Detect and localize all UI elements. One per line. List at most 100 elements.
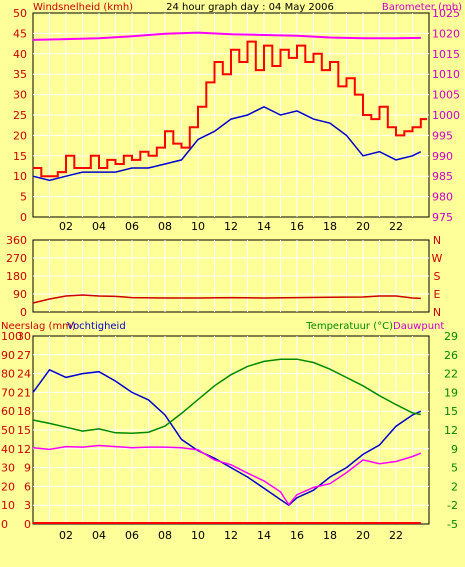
wind-y-tick-label: 45 — [13, 27, 27, 40]
wind-y-tick-label: 25 — [13, 109, 27, 122]
x-tick-label: 10 — [191, 220, 205, 233]
x-tick-label: 18 — [323, 220, 337, 233]
humidity-y-tick-label: 24 — [17, 368, 31, 381]
rain-y-tick-label: 50 — [1, 424, 15, 437]
barometer-y-tick-label: 1015 — [432, 48, 460, 61]
x-tick-label: 16 — [290, 529, 304, 542]
humidity-y-tick-label: 12 — [17, 443, 31, 456]
x-tick-label: 04 — [92, 529, 106, 542]
x-tick-label: 14 — [257, 529, 271, 542]
compass-tick-label: N — [433, 306, 441, 319]
barometer-y-tick-label: 980 — [432, 191, 453, 204]
wind-y-tick-label: 0 — [20, 211, 27, 224]
chart-title: 24 hour graph day : 04 May 2006 — [166, 2, 334, 13]
x-tick-label: 22 — [389, 529, 403, 542]
direction-y-tick-label: 360 — [6, 234, 27, 247]
wind-direction-series — [32, 294, 421, 304]
wind-axis-label: Windsnelheid (kmh) — [33, 2, 133, 13]
dewpoint-axis-label: Dauwpunt — [393, 321, 444, 332]
x-tick-label: 14 — [257, 220, 271, 233]
humidity-y-tick-label: 9 — [24, 462, 31, 475]
barometer-y-tick-label: 990 — [432, 150, 453, 163]
humidity-y-tick-label: 18 — [17, 405, 31, 418]
x-tick-label: 02 — [59, 529, 73, 542]
rain-y-tick-label: 90 — [1, 349, 15, 362]
x-tick-label: 06 — [125, 220, 139, 233]
temperature-y-tick-label: 26 — [444, 349, 458, 362]
humidity-series — [32, 368, 422, 507]
barometer-y-tick-label: 985 — [432, 170, 453, 183]
humidity-y-tick-label: 21 — [17, 386, 31, 399]
compass-tick-label: S — [434, 270, 441, 283]
x-tick-label: 20 — [356, 529, 370, 542]
humidity-y-tick-label: 15 — [17, 424, 31, 437]
barometer-y-tick-label: 1005 — [432, 89, 460, 102]
barometer-series — [32, 31, 421, 41]
x-tick-label: 12 — [224, 529, 238, 542]
wind-y-tick-label: 50 — [13, 7, 27, 20]
temperature-y-tick-label: 9 — [451, 443, 458, 456]
direction-y-tick-label: 90 — [13, 288, 27, 301]
wind-average-series — [32, 105, 422, 182]
x-tick-label: 08 — [158, 220, 172, 233]
barometer-y-tick-label: 975 — [432, 211, 453, 224]
rain-y-tick-label: 20 — [1, 480, 15, 493]
temperature-y-tick-label: 29 — [444, 330, 458, 343]
wind-gust-series — [33, 40, 427, 178]
x-tick-label: 12 — [224, 220, 238, 233]
rain-axis-label: Neerslag (mm) — [1, 321, 76, 332]
temperature-y-tick-label: 5 — [451, 462, 458, 475]
rain-y-tick-label: 40 — [1, 443, 15, 456]
wind-y-tick-label: 20 — [13, 129, 27, 142]
temperature-y-tick-label: 22 — [444, 368, 458, 381]
wind-y-tick-label: 30 — [13, 89, 27, 102]
x-tick-label: 22 — [389, 220, 403, 233]
compass-tick-label: E — [434, 288, 441, 301]
x-tick-label: 10 — [191, 529, 205, 542]
wind-y-tick-label: 35 — [13, 68, 27, 81]
x-tick-label: 02 — [59, 220, 73, 233]
dewpoint-series — [32, 444, 422, 506]
temperature-y-tick-label: -2 — [447, 499, 458, 512]
barometer-y-tick-label: 1000 — [432, 109, 460, 122]
humidity-y-tick-label: 3 — [24, 499, 31, 512]
compass-tick-label: N — [433, 234, 441, 247]
x-tick-label: 20 — [356, 220, 370, 233]
x-tick-label: 16 — [290, 220, 304, 233]
direction-y-tick-label: 0 — [20, 306, 27, 319]
x-tick-label: 08 — [158, 529, 172, 542]
rain-y-tick-label: 100 — [1, 330, 22, 343]
rain-y-tick-label: 30 — [1, 462, 15, 475]
temperature-y-tick-label: -5 — [447, 518, 458, 531]
humidity-temperature-panel: 0 10 20 30 40 50 60 70 80 90 100 0 3 6 9 12 15 18 21 24 27 30… — [1, 330, 458, 542]
barometer-y-tick-label: 995 — [432, 129, 453, 142]
barometer-axis-label: Barometer (mb) — [382, 2, 462, 13]
rain-y-tick-label: 10 — [1, 499, 15, 512]
rain-y-tick-label: 70 — [1, 386, 15, 399]
barometer-y-tick-label: 1010 — [432, 68, 460, 81]
direction-y-tick-label: 180 — [6, 270, 27, 283]
x-tick-label: 06 — [125, 529, 139, 542]
temperature-y-tick-label: 19 — [444, 386, 458, 399]
temperature-series — [32, 358, 421, 435]
direction-y-tick-label: 270 — [6, 252, 27, 265]
barometer-y-tick-label: 1025 — [432, 7, 460, 20]
temperature-y-tick-label: 12 — [444, 424, 458, 437]
humidity-y-tick-label: 30 — [17, 330, 31, 343]
temperature-y-tick-label: 2 — [451, 480, 458, 493]
humidity-axis-label: Vochtigheid — [67, 321, 126, 332]
compass-tick-label: W — [432, 252, 443, 265]
barometer-y-tick-label: 1020 — [432, 27, 460, 40]
temperature-y-tick-label: 15 — [444, 405, 458, 418]
wind-y-tick-label: 15 — [13, 150, 27, 163]
x-tick-label: 18 — [323, 529, 337, 542]
humidity-y-tick-label: 27 — [17, 349, 31, 362]
humidity-y-tick-label: 6 — [24, 480, 31, 493]
wind-y-tick-label: 10 — [13, 170, 27, 183]
rain-y-tick-label: 0 — [1, 518, 8, 531]
rain-y-tick-label: 60 — [1, 405, 15, 418]
wind-barometer-panel: 0510152025303540455097598098599099510001… — [13, 7, 460, 233]
